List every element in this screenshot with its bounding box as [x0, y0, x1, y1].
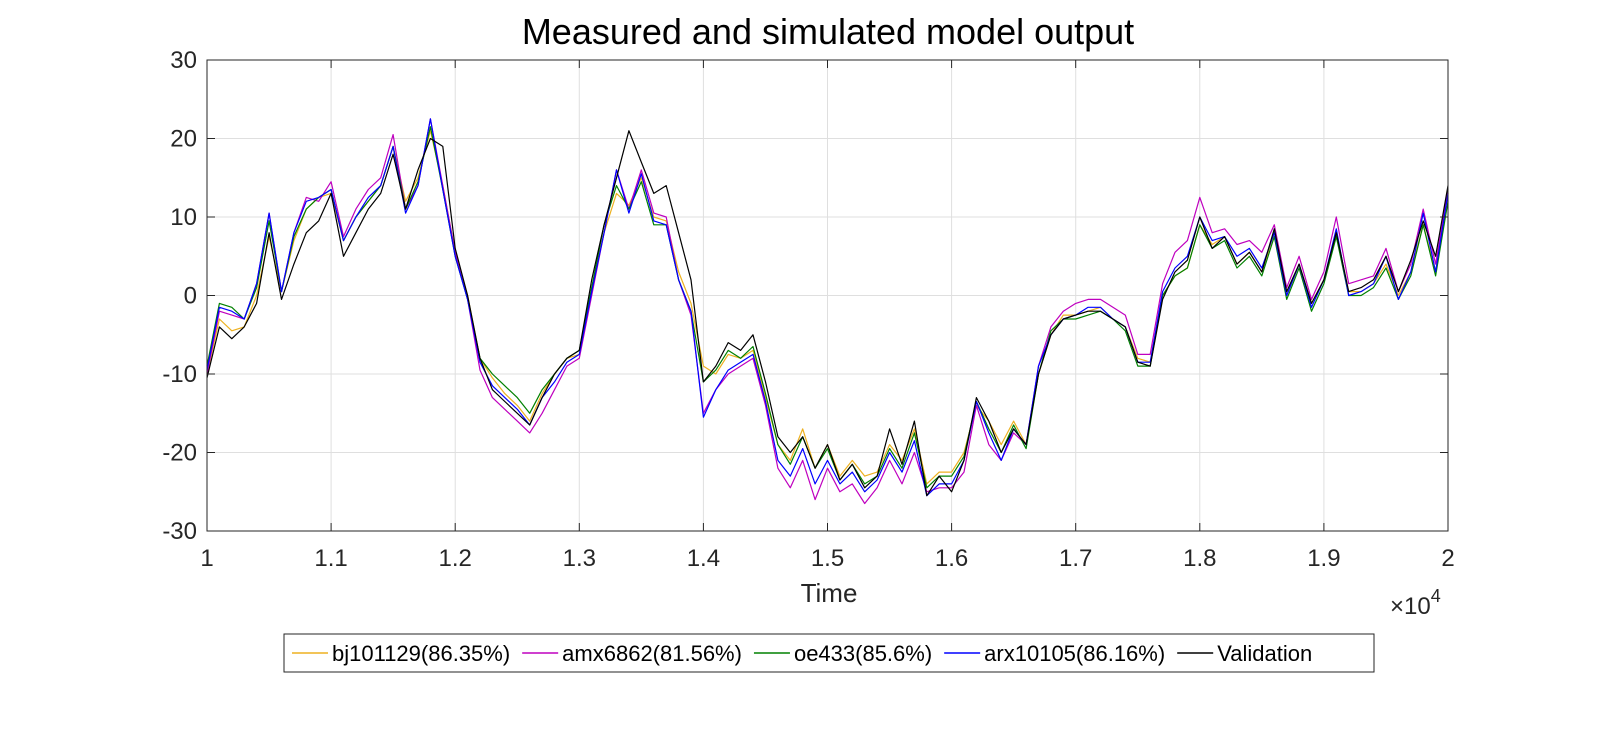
x-tick-label: 1.2 [439, 545, 472, 572]
legend-entry-5: Validation [1217, 641, 1312, 666]
legend-entry-2: amx6862(81.56%) [562, 641, 742, 666]
x-tick-label: 1.4 [687, 545, 720, 572]
x-tick-label: 1.1 [314, 545, 347, 572]
x-tick-label: 1.6 [935, 545, 968, 572]
y-tick-label: 30 [170, 47, 197, 74]
x-axis-exponent: ×104 [1390, 586, 1441, 620]
x-tick-label: 1.5 [811, 545, 844, 572]
chart-title: Measured and simulated model output [522, 11, 1134, 52]
legend: bj101129(86.35%) amx6862(81.56%) oe433(85.… [283, 633, 1375, 673]
x-tick-label: 1.8 [1183, 545, 1216, 572]
y-tick-label: 10 [170, 204, 197, 231]
legend-entry-4: arx10105(86.16%) [984, 641, 1165, 666]
y-tick-label: -10 [162, 361, 197, 388]
x-tick-label: 1.3 [563, 545, 596, 572]
y-tick-label: -30 [162, 518, 197, 545]
series-line-3 [206, 126, 1449, 489]
x-tick-label: 1.9 [1307, 545, 1340, 572]
x-tick-label: 1.7 [1059, 545, 1092, 572]
series-lines [206, 118, 1449, 505]
series-line-4 [206, 118, 1449, 497]
y-tick-label: 0 [184, 283, 197, 310]
axis-ticks: 1 1.1 1.2 1.3 1.4 1.5 1.6 1.7 1.8 1.9 2 -30 -20 -10 0 1… [162, 47, 1454, 572]
x-axis-label: Time [801, 578, 858, 608]
series-line-5 [206, 130, 1449, 497]
legend-entry-1: bj101129(86.35%) [332, 641, 510, 666]
x-exponent-power: 4 [1431, 586, 1441, 606]
x-tick-label: 2 [1441, 545, 1454, 572]
y-tick-label: 20 [170, 126, 197, 153]
x-exponent-base: ×10 [1390, 593, 1431, 620]
y-tick-label: -20 [162, 440, 197, 467]
x-tick-label: 1 [200, 545, 213, 572]
legend-entry-3: oe433(85.6%) [794, 641, 932, 666]
